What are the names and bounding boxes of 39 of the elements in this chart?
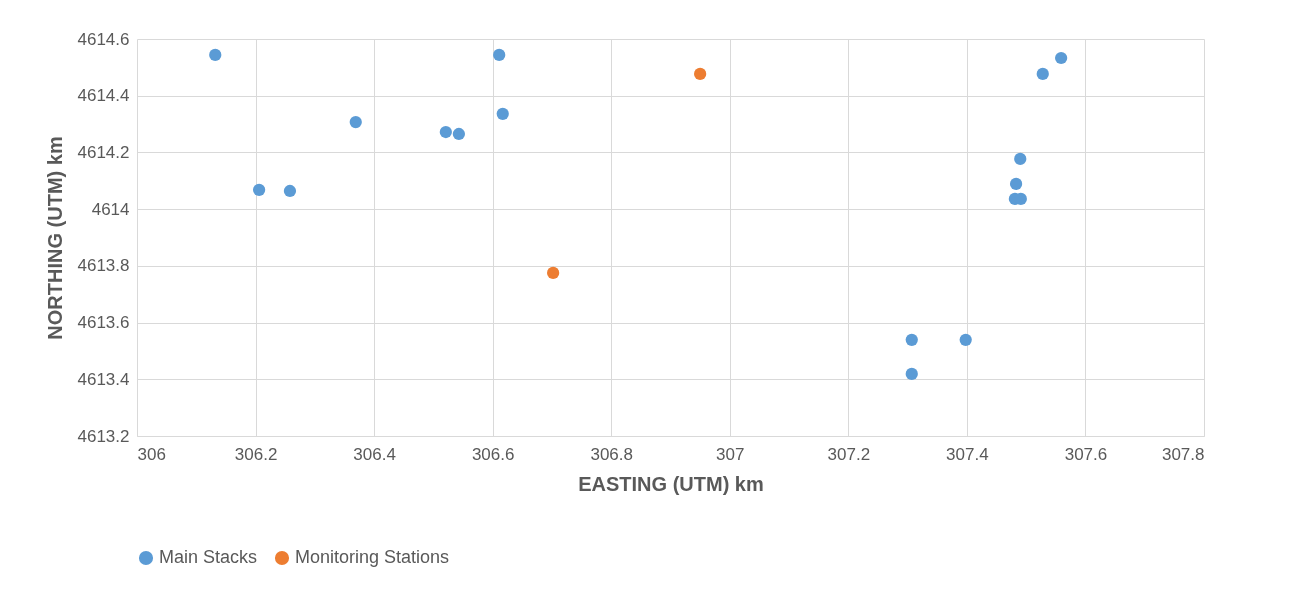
y-tick-label: 4614.2	[77, 142, 130, 162]
legend-label: Monitoring Stations	[295, 547, 450, 567]
x-tick-label: 307.8	[1161, 444, 1205, 464]
x-tick-label: 306.8	[590, 444, 633, 464]
point	[493, 48, 506, 61]
x-tick-label: 307.2	[827, 444, 871, 464]
x-tick-label: 306.6	[471, 444, 515, 464]
x-tick-label: 306.4	[353, 444, 396, 464]
point	[496, 107, 509, 120]
y-tick-label: 4614.6	[77, 29, 130, 49]
x-tick-label: 307.4	[946, 444, 989, 464]
y-axis-title: NORTHING (UTM) km	[43, 136, 66, 340]
point	[905, 333, 918, 346]
point	[1014, 152, 1027, 166]
legend-label: Main Stacks	[159, 547, 258, 567]
y-tick-label: 4613.2	[77, 426, 130, 446]
point	[252, 183, 266, 196]
point	[905, 367, 918, 381]
point	[694, 67, 707, 80]
point	[547, 266, 560, 280]
x-tick-label: 307.6	[1064, 444, 1108, 464]
y-tick-label: 4613.8	[77, 256, 130, 276]
x-axis-title: EASTING (UTM) km	[578, 472, 764, 495]
point	[1009, 177, 1023, 191]
point	[283, 184, 297, 198]
point	[209, 48, 222, 61]
point	[439, 125, 452, 139]
y-tick-label: 4613.4	[77, 369, 130, 389]
point	[349, 115, 362, 129]
point	[452, 127, 465, 141]
y-tick-label: 4614.4	[77, 86, 130, 106]
point	[1055, 51, 1068, 65]
x-tick-label: 306	[137, 444, 166, 464]
point	[959, 333, 972, 346]
x-tick-label: 307	[716, 444, 745, 464]
y-tick-label: 4613.6	[77, 313, 130, 333]
y-tick-label: 4614	[91, 199, 130, 219]
x-tick-label: 306.2	[234, 444, 278, 464]
point	[1036, 67, 1049, 80]
